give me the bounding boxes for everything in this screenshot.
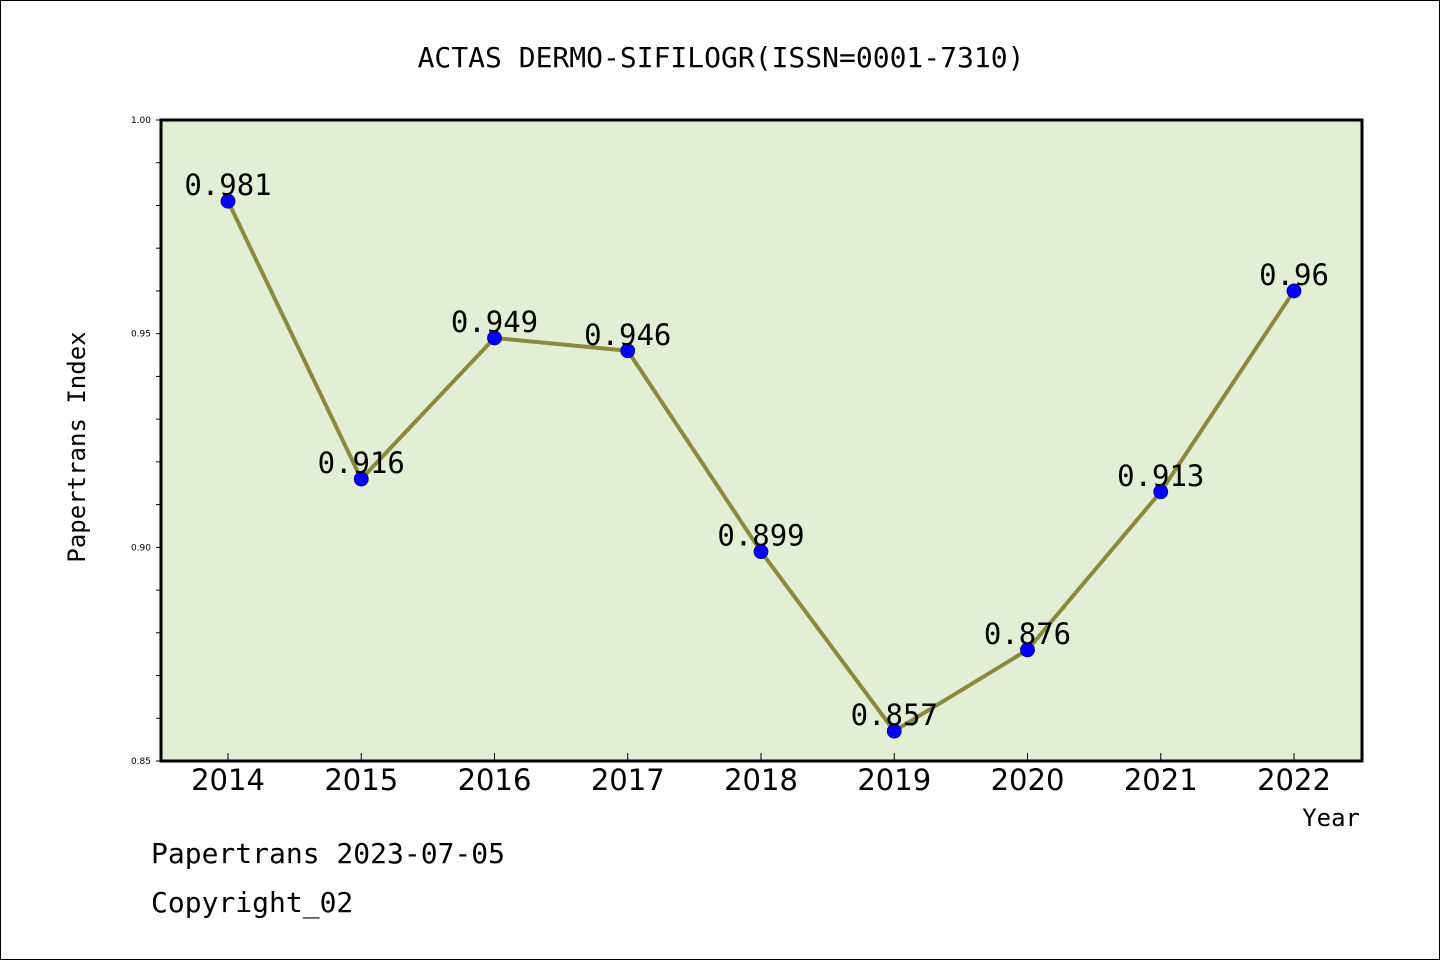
x-tick-label: 2022 [1257,763,1331,797]
x-axis-label: Year [1302,804,1360,832]
data-point [753,544,769,560]
data-label: 0.876 [984,617,1071,651]
footer-date-text: Papertrans 2023-07-05 [151,837,506,870]
x-tick-label: 2015 [324,763,398,797]
x-tick-label: 2020 [991,763,1065,797]
y-axis-label: Papertrans Index [63,331,91,562]
data-label: 0.899 [717,519,804,553]
x-tick-label: 2016 [458,763,532,797]
data-label: 0.913 [1117,459,1204,493]
y-tick-label: 0.85 [131,757,151,767]
data-point [1153,484,1169,500]
data-point [220,193,236,209]
data-point [353,471,369,487]
x-tick-label: 2018 [724,763,798,797]
data-point [620,343,636,359]
data-label: 0.981 [184,168,271,202]
data-label: 0.946 [584,318,671,352]
footer-copyright-text: Copyright_02 [151,886,354,919]
x-tick-label: 2014 [191,763,265,797]
x-tick-label: 2017 [591,763,665,797]
x-tick-label: 2019 [857,763,931,797]
x-tick-label: 2021 [1124,763,1198,797]
data-label: 0.916 [318,446,405,480]
data-label: 0.949 [451,305,538,339]
data-label: 0.96 [1259,258,1329,292]
y-tick-label: 0.95 [131,330,151,340]
plot-area [161,120,1362,761]
y-tick-label: 0.90 [131,543,151,553]
plot-frame [159,118,1364,763]
data-point [487,330,502,346]
data-point [1020,642,1035,658]
data-point [886,723,902,739]
data-point [1286,283,1302,299]
chart-title: ACTAS DERMO-SIFILOGR(ISSN=0001-7310) [418,41,1025,74]
data-label: 0.857 [851,698,938,732]
y-tick-label: 1.00 [131,116,151,126]
